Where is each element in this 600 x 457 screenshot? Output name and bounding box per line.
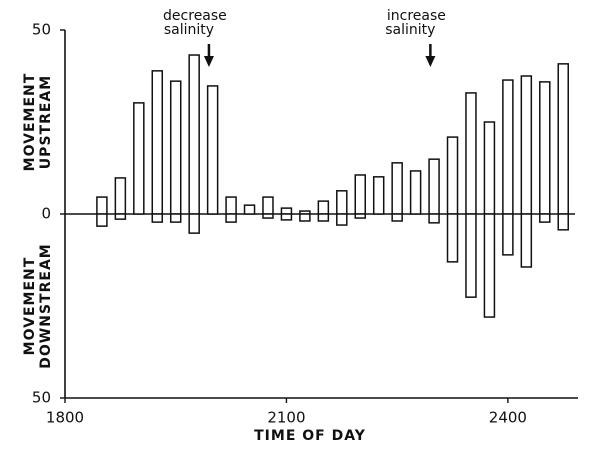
bar (446, 136, 459, 215)
x-tick-label: 2100 (267, 409, 305, 427)
bar (483, 213, 496, 318)
bar (151, 213, 164, 223)
bar (557, 213, 569, 231)
bar (465, 92, 477, 215)
bar (96, 196, 108, 215)
bar (557, 63, 569, 215)
bar (539, 81, 551, 215)
bar (483, 121, 496, 215)
bar (114, 213, 127, 220)
x-tick-label: 1800 (46, 409, 84, 427)
bar (262, 196, 274, 215)
bar (225, 196, 237, 215)
bar (133, 102, 145, 215)
annotation-arrowhead (203, 56, 214, 67)
annotation: decrease (163, 8, 227, 24)
bar (317, 213, 330, 222)
bar (354, 213, 367, 219)
bar (225, 213, 237, 223)
annotation: salinity (164, 22, 214, 38)
bar (391, 213, 403, 222)
bar (317, 200, 330, 215)
bar (169, 213, 182, 223)
bar (336, 190, 348, 215)
bar (206, 85, 219, 215)
annotation: salinity (385, 22, 435, 38)
x-tick-label: 2400 (489, 409, 527, 427)
bar (428, 213, 440, 224)
bar (96, 213, 108, 227)
bar (354, 174, 367, 215)
y-axis-title: UPSTREAM (38, 75, 54, 169)
bar (409, 170, 422, 215)
y-tick-label: 50 (32, 389, 51, 407)
bar (520, 213, 533, 268)
bar (114, 177, 127, 215)
bar (372, 176, 385, 215)
bar (446, 213, 459, 263)
y-axis-title: MOVEMENT (22, 73, 38, 172)
y-tick-label: 50 (32, 21, 51, 39)
bar (243, 204, 256, 215)
bar (391, 162, 403, 215)
bar (188, 54, 200, 215)
bar (428, 158, 440, 215)
y-tick-label: 0 (41, 205, 51, 223)
bar (188, 213, 200, 234)
bar (520, 75, 533, 215)
bar (169, 80, 182, 215)
bar (299, 213, 311, 222)
bar (539, 213, 551, 223)
bar (502, 79, 514, 215)
bar (465, 213, 477, 298)
bar (280, 213, 293, 221)
annotation-arrowhead (425, 56, 436, 67)
bar (151, 70, 164, 215)
y-axis-title: MOVEMENT (22, 257, 38, 356)
bar (336, 213, 348, 226)
annotation: increase (387, 8, 446, 24)
x-axis-title: TIME OF DAY (254, 428, 366, 444)
bar (280, 207, 293, 215)
bar (262, 213, 274, 219)
y-axis-title: DOWNSTREAM (38, 243, 54, 368)
bar (502, 213, 514, 256)
